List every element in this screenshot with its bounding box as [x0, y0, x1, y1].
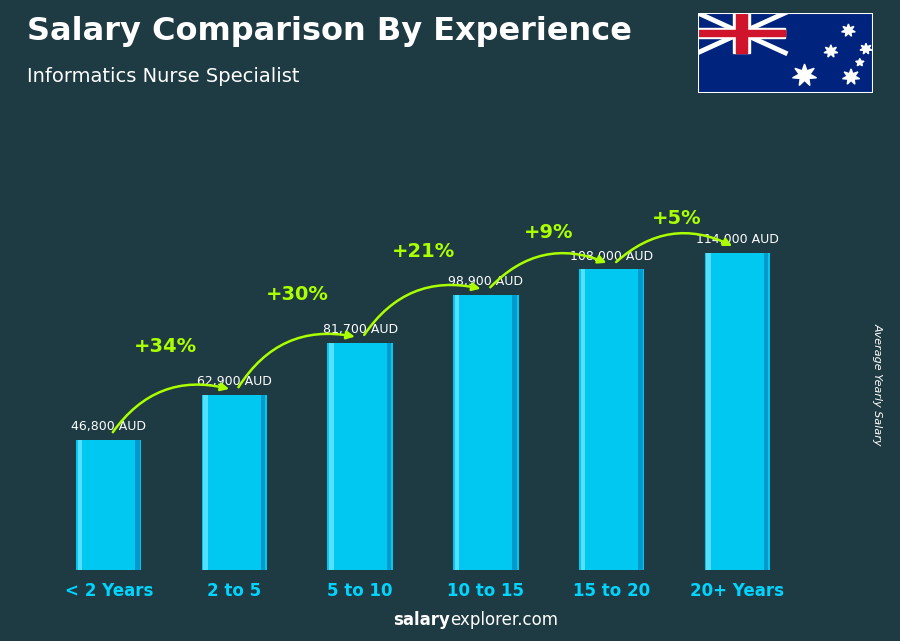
- Bar: [736, 13, 747, 53]
- Text: explorer.com: explorer.com: [450, 612, 558, 629]
- Text: salary: salary: [393, 612, 450, 629]
- Text: +5%: +5%: [652, 209, 702, 228]
- Bar: [387, 343, 392, 570]
- Bar: [329, 343, 334, 570]
- Bar: [135, 440, 140, 570]
- Bar: [706, 253, 711, 570]
- Bar: [454, 295, 518, 570]
- Bar: [579, 269, 644, 570]
- Polygon shape: [842, 69, 860, 84]
- Text: +34%: +34%: [134, 337, 197, 356]
- Polygon shape: [824, 45, 838, 57]
- Bar: [733, 13, 751, 53]
- Text: +9%: +9%: [524, 222, 573, 242]
- Bar: [203, 395, 208, 570]
- Bar: [764, 253, 769, 570]
- Text: 62,900 AUD: 62,900 AUD: [197, 375, 272, 388]
- Polygon shape: [860, 44, 872, 54]
- Polygon shape: [793, 64, 816, 85]
- Text: Informatics Nurse Specialist: Informatics Nurse Specialist: [27, 67, 300, 87]
- Text: Salary Comparison By Experience: Salary Comparison By Experience: [27, 16, 632, 47]
- Bar: [698, 29, 785, 36]
- Text: Average Yearly Salary: Average Yearly Salary: [872, 323, 883, 446]
- Bar: [202, 395, 267, 570]
- Bar: [512, 295, 517, 570]
- Text: 98,900 AUD: 98,900 AUD: [448, 275, 524, 288]
- Bar: [705, 253, 770, 570]
- Polygon shape: [856, 58, 864, 66]
- Bar: [580, 269, 585, 570]
- Bar: [698, 28, 785, 38]
- Polygon shape: [842, 24, 855, 37]
- Text: 46,800 AUD: 46,800 AUD: [71, 420, 146, 433]
- Bar: [638, 269, 643, 570]
- Bar: [454, 295, 459, 570]
- Bar: [261, 395, 266, 570]
- Text: 108,000 AUD: 108,000 AUD: [570, 249, 653, 263]
- Bar: [76, 440, 141, 570]
- Text: 114,000 AUD: 114,000 AUD: [696, 233, 778, 246]
- Text: +30%: +30%: [266, 285, 328, 304]
- Bar: [77, 440, 82, 570]
- Bar: [328, 343, 392, 570]
- Text: 81,700 AUD: 81,700 AUD: [322, 323, 398, 336]
- Text: +21%: +21%: [392, 242, 454, 262]
